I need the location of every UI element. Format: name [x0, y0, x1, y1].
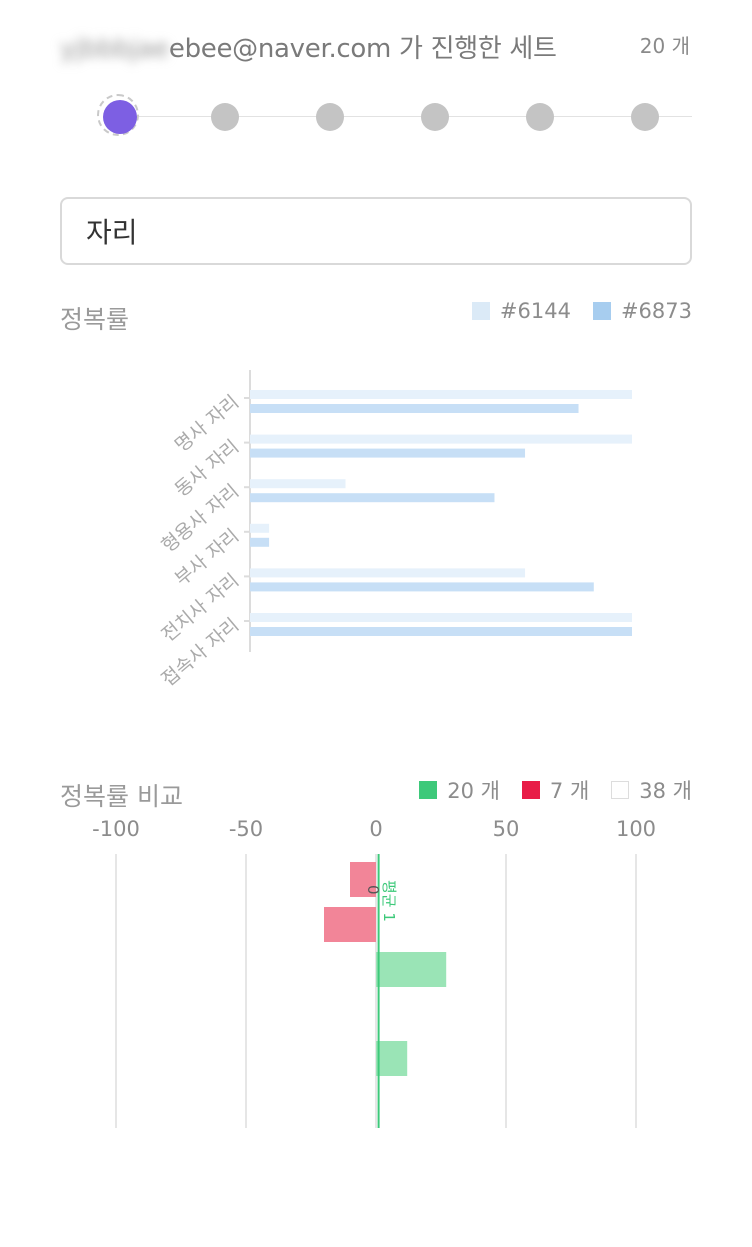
legend-swatch — [471, 302, 490, 320]
set-owner-heading: yjbbbjaeebee@naver.com 가 진행한 세트 — [60, 28, 557, 65]
legend-label: #6873 — [620, 299, 692, 323]
step-4[interactable] — [421, 103, 449, 131]
bar-6144-6[interactable] — [250, 613, 632, 622]
x-tick-label: 50 — [493, 817, 520, 841]
comparison-legend: 20 개 7 개 38 개 — [419, 775, 692, 805]
accuracy-legend: #6144 #6873 — [471, 299, 692, 323]
legend-swatch — [521, 781, 540, 799]
comparison-bar-5[interactable] — [376, 1041, 408, 1076]
legend-swatch — [419, 781, 438, 799]
bar-6873-3[interactable] — [250, 493, 495, 503]
masked-email-prefix: yjbbbjae — [60, 34, 169, 64]
comparison-bar-3[interactable] — [376, 952, 447, 987]
heading-suffix: 가 진행한 세트 — [391, 34, 557, 64]
x-tick-label: 0 — [369, 817, 382, 841]
legend-label: #6144 — [499, 299, 571, 323]
legend-item-wrong[interactable]: 7 개 — [521, 775, 590, 805]
step-6[interactable] — [631, 103, 659, 131]
legend-label: 7 개 — [549, 779, 590, 803]
bar-6873-5[interactable] — [250, 582, 594, 592]
x-tick-label: -100 — [92, 817, 140, 841]
bar-6144-5[interactable] — [250, 568, 526, 578]
comparison-bar-1[interactable] — [350, 862, 376, 897]
zero-value-label: 0 — [364, 885, 382, 895]
bar-6144-4[interactable] — [250, 523, 270, 533]
stepper-track — [120, 116, 692, 117]
legend-label: 20 개 — [447, 779, 500, 803]
bar-6873-6[interactable] — [250, 627, 632, 636]
category-input[interactable] — [60, 197, 692, 265]
step-1[interactable] — [97, 94, 140, 137]
legend-swatch — [611, 781, 630, 799]
step-3[interactable] — [316, 103, 344, 131]
comparison-title: 정복률 비교 — [60, 782, 183, 811]
bar-6144-3[interactable] — [250, 479, 346, 489]
accuracy-title: 정복률 — [60, 305, 130, 334]
x-tick-label: 100 — [616, 817, 656, 841]
email-visible: ebee@naver.com — [168, 34, 392, 64]
set-count: 20 개 — [639, 34, 690, 58]
legend-item-total[interactable]: 38 개 — [611, 775, 692, 805]
step-2[interactable] — [211, 103, 239, 131]
legend-label: 38 개 — [639, 779, 692, 803]
bar-6873-2[interactable] — [250, 448, 526, 458]
bar-6873-4[interactable] — [250, 537, 270, 547]
legend-item-6873[interactable]: #6873 — [592, 299, 692, 323]
average-label: 평균 1 — [380, 880, 398, 922]
legend-swatch — [592, 302, 611, 320]
comparison-bar-2[interactable] — [324, 907, 376, 942]
bar-6144-2[interactable] — [250, 434, 632, 444]
x-tick-label: -50 — [229, 817, 263, 841]
legend-item-correct[interactable]: 20 개 — [419, 775, 500, 805]
legend-item-6144[interactable]: #6144 — [471, 299, 571, 323]
set-stepper — [97, 94, 692, 137]
step-5[interactable] — [526, 103, 554, 131]
bar-6144-1[interactable] — [250, 390, 632, 399]
bar-6873-1[interactable] — [250, 404, 579, 413]
